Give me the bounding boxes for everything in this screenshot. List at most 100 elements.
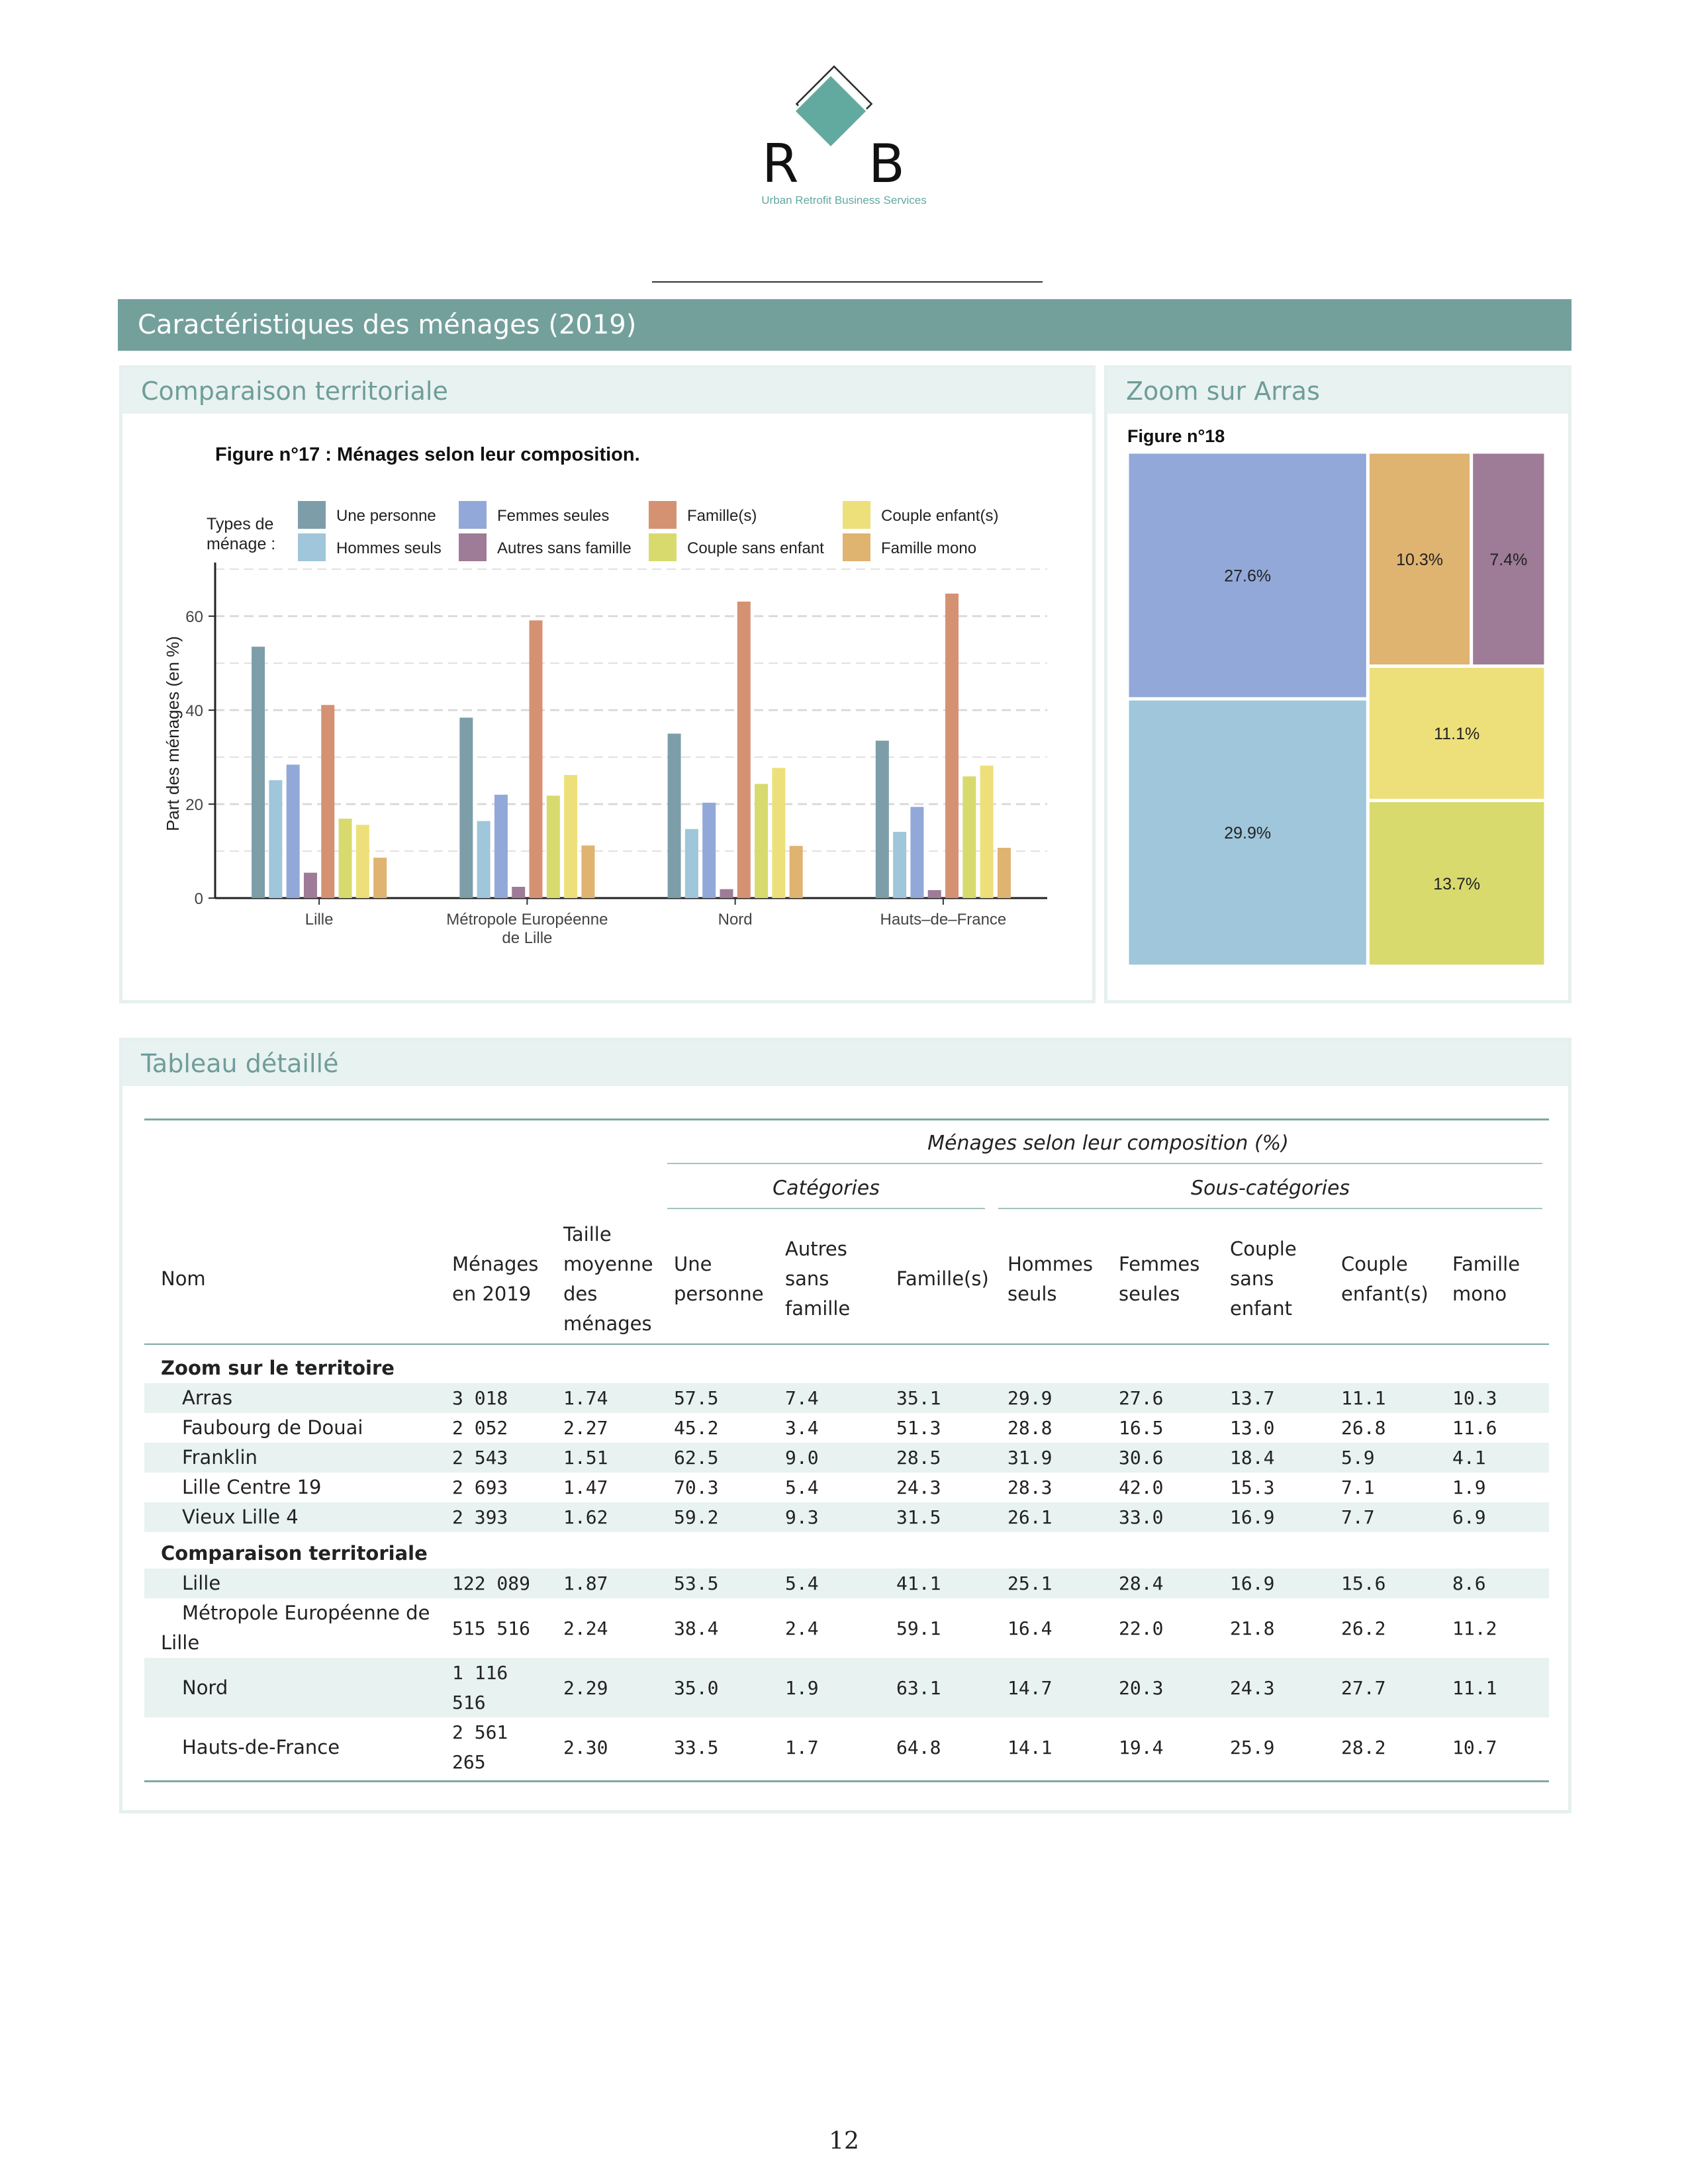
bar-nord-une-personne (667, 733, 681, 898)
cell-famille-mono: 11.1 (1452, 1676, 1497, 1699)
cell-menages-line: 515 516 (452, 1617, 531, 1639)
bar-lille-une-personne (252, 647, 265, 898)
treemap-label-hommes-seuls: 29.9% (1224, 824, 1271, 842)
col-header-line: des (563, 1282, 598, 1305)
table-row: Nord 1 116 516 2.29 35.0 1.9 63.1 14.7 20.3 24.3 2… (144, 1658, 1549, 1717)
cell-name-line: Arras (182, 1387, 233, 1409)
col-header-line: Une (674, 1252, 712, 1275)
treemap-label-couple-enfant-s: 11.1% (1434, 725, 1479, 743)
table-spanner: Ménages selon leur composition (%) (927, 1132, 1289, 1155)
cell-femmes-seules: 22.0 (1119, 1617, 1164, 1639)
cell-autres-sans-famille: 1.7 (785, 1736, 819, 1758)
cell-name: Lille Centre 19 (161, 1473, 445, 1502)
legend-label-une-personne: Une personne (336, 507, 436, 525)
cell-une-personne: 53.5 (674, 1572, 719, 1594)
cell-menages-line: 3 018 (452, 1387, 508, 1409)
legend-label-hommes-seuls: Hommes seuls (336, 539, 442, 557)
col-header-line: moyenne (563, 1252, 653, 1275)
cell-couple-sans-enfant: 21.8 (1230, 1617, 1275, 1639)
cell-une-personne: 45.2 (674, 1417, 719, 1439)
zoom-panel-title: Zoom sur Arras (1107, 369, 1568, 414)
cell-name-line: Vieux Lille 4 (182, 1506, 299, 1528)
table-row: Franklin 2 543 1.51 62.5 9.0 28.5 31.9 30.6 18.4… (144, 1443, 1549, 1473)
legend-swatch-couple-enfant-s (843, 501, 870, 529)
col-header-line: sans (1230, 1267, 1274, 1290)
table-row: Faubourg de Douai 2 052 2.27 45.2 3.4 51.3 28.… (144, 1413, 1549, 1443)
spanner-rule (667, 1163, 1542, 1164)
cell-hommes-seuls: 25.1 (1008, 1572, 1053, 1594)
legend-label-couple-sans-enfant: Couple sans enfant (687, 539, 824, 557)
cell-autres-sans-famille: 3.4 (785, 1417, 819, 1439)
cell-autres-sans-famille: 2.4 (785, 1617, 819, 1639)
y-tick-label: 40 (185, 702, 203, 720)
y-axis-label: Part des ménages (en %) (163, 636, 183, 831)
x-tick-label-nord: Nord (718, 911, 753, 929)
cell-famille-s: 31.5 (896, 1506, 941, 1528)
col-header-line: mono (1452, 1282, 1507, 1305)
bar-nord-famille-s (737, 601, 751, 898)
cell-name: Arras (161, 1383, 445, 1413)
cell-name: Nord (161, 1658, 445, 1717)
cell-hommes-seuls: 16.4 (1008, 1617, 1053, 1639)
cell-femmes-seules: 16.5 (1119, 1417, 1164, 1439)
col-header-menages-en-2019: Ménages en 2019 (452, 1218, 538, 1340)
bar-hauts-de-france-couple-enfant-s (980, 765, 994, 898)
col-header-line: Autres (785, 1238, 847, 1260)
cell-couple-sans-enfant: 13.0 (1230, 1417, 1275, 1439)
cell-hommes-seuls: 28.3 (1008, 1477, 1053, 1498)
logo-letters: U R B S (715, 133, 973, 195)
x-tick-label-lille: Lille (305, 911, 334, 929)
cell-menages-line: 516 (452, 1692, 486, 1713)
header-bottom-rule (144, 1343, 1549, 1345)
treemap-cell-couple-enfant-s (1366, 664, 1548, 803)
bar-metropole-europeenne-de-lille-couple-sans-enfant (546, 796, 560, 898)
bar-nord-couple-enfant-s (772, 768, 786, 898)
cell-une-personne: 38.4 (674, 1617, 719, 1639)
cell-couple-enfant-s: 7.1 (1341, 1477, 1375, 1498)
cell-name-line: Hauts-de-France (182, 1735, 340, 1758)
bar-lille-couple-sans-enfant (338, 819, 352, 898)
table-top-rule (144, 1118, 1549, 1120)
cell-hommes-seuls: 31.9 (1008, 1447, 1053, 1469)
cell-menages: 2 393 (452, 1502, 558, 1532)
cell-hommes-seuls: 14.1 (1008, 1736, 1053, 1758)
col-header-line: enfant(s) (1341, 1282, 1429, 1305)
figure18-treemap: Figure n°18 27.6% 29.9% 10.3% 7.4% 11.1% 13.7% (1125, 426, 1548, 968)
cell-famille-s: 63.1 (896, 1676, 941, 1699)
cell-autres-sans-famille: 9.3 (785, 1506, 819, 1528)
cell-couple-sans-enfant: 16.9 (1230, 1506, 1275, 1528)
cell-famille-s: 35.1 (896, 1387, 941, 1409)
cell-name: Lille (161, 1569, 445, 1598)
col-header-line: ménages (563, 1312, 652, 1335)
cell-une-personne: 35.0 (674, 1676, 719, 1699)
col-header-line: Famille (1452, 1252, 1521, 1275)
col-header-line: personne (674, 1282, 764, 1305)
bar-nord-couple-sans-enfant (755, 784, 769, 898)
cell-autres-sans-famille: 7.4 (785, 1387, 819, 1409)
col-header-line: seules (1119, 1282, 1180, 1305)
table-row: Hauts-de-France 2 561 265 2.30 33.5 1.7 64.8 14… (144, 1717, 1549, 1777)
cell-famille-mono: 11.2 (1452, 1617, 1497, 1639)
y-tick-label: 20 (185, 796, 203, 814)
bar-hauts-de-france-couple-sans-enfant (962, 776, 976, 898)
col-header-autres-sans-famille: Autres sans famille (785, 1218, 850, 1340)
col-header-line: Couple (1341, 1252, 1408, 1275)
table-row: Lille Centre 19 2 693 1.47 70.3 5.4 24.3 28.3 4… (144, 1473, 1549, 1502)
col-header-line: Hommes (1008, 1252, 1093, 1275)
cell-taille-moyenne-des-menages: 1.47 (563, 1477, 608, 1498)
col-header-couple-enfant-s: Couple enfant(s) (1341, 1218, 1429, 1340)
bar-metropole-europeenne-de-lille-femmes-seules (494, 794, 508, 898)
cell-famille-mono: 4.1 (1452, 1447, 1486, 1469)
col-header-line: Nom (161, 1267, 206, 1290)
col-header-line: enfant (1230, 1297, 1292, 1320)
bar-nord-hommes-seuls (684, 829, 698, 898)
cell-menages-line: 2 052 (452, 1417, 508, 1439)
legend-swatch-autres-sans-famille (459, 533, 487, 561)
legend-swatch-hommes-seuls (298, 533, 326, 561)
bar-nord-autres-sans-famille (720, 889, 733, 898)
legend-label-autres-sans-famille: Autres sans famille (497, 539, 632, 557)
cell-taille-moyenne-des-menages: 2.29 (563, 1676, 608, 1699)
cell-taille-moyenne-des-menages: 1.87 (563, 1572, 608, 1594)
cell-couple-enfant-s: 26.8 (1341, 1417, 1386, 1439)
legend-swatch-femmes-seules (459, 501, 487, 529)
